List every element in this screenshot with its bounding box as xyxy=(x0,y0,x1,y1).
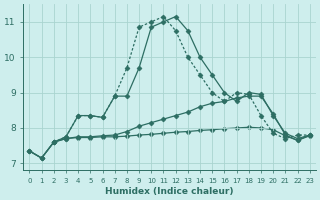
X-axis label: Humidex (Indice chaleur): Humidex (Indice chaleur) xyxy=(105,187,234,196)
